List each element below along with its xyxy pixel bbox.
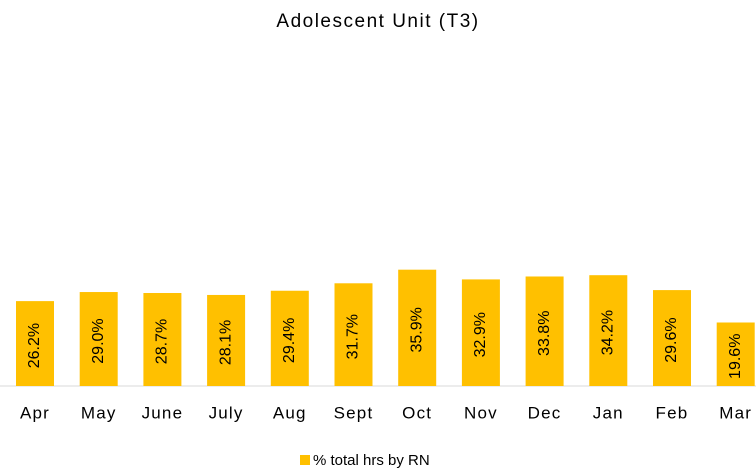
bar [398, 269, 437, 386]
value-label: 33.8% [536, 311, 553, 356]
legend-label: % total hrs by RN [313, 452, 430, 469]
x-tick-label: Apr [20, 403, 50, 422]
chart-title: Adolescent Unit (T3) [276, 11, 479, 32]
bar [143, 293, 182, 386]
value-label: 31.7% [345, 314, 362, 359]
x-tick-label: Feb [656, 403, 689, 422]
bar [716, 322, 755, 386]
bar [334, 283, 373, 386]
value-label: 32.9% [472, 312, 489, 357]
value-label: 29.4% [281, 318, 298, 363]
bar [525, 276, 564, 386]
value-label: 28.1% [217, 320, 234, 365]
x-tick-label: Nov [464, 403, 498, 422]
value-label: 34.2% [600, 310, 617, 355]
x-tick-label: Mar [719, 403, 752, 422]
x-tick-label: July [209, 403, 244, 422]
x-tick-label: Oct [402, 403, 432, 422]
value-label: 29.0% [90, 318, 107, 363]
value-label: 29.6% [663, 317, 680, 362]
bar [79, 292, 118, 386]
value-label: 28.7% [154, 319, 171, 364]
x-tick-label: Sept [334, 403, 374, 422]
x-tick-label: Aug [273, 403, 307, 422]
bar [589, 275, 628, 386]
bar [207, 294, 246, 386]
bar [16, 301, 54, 386]
value-label: 26.2% [26, 323, 43, 368]
bar [461, 279, 500, 386]
legend-swatch [300, 455, 310, 465]
bar [653, 290, 691, 386]
value-label: 35.9% [408, 307, 425, 352]
x-tick-label: Jan [593, 403, 624, 422]
value-label: 19.6% [727, 334, 744, 379]
x-tick-label: June [142, 403, 184, 422]
x-tick-label: Dec [528, 403, 562, 422]
bar [270, 290, 309, 386]
x-tick-label: May [81, 403, 117, 422]
